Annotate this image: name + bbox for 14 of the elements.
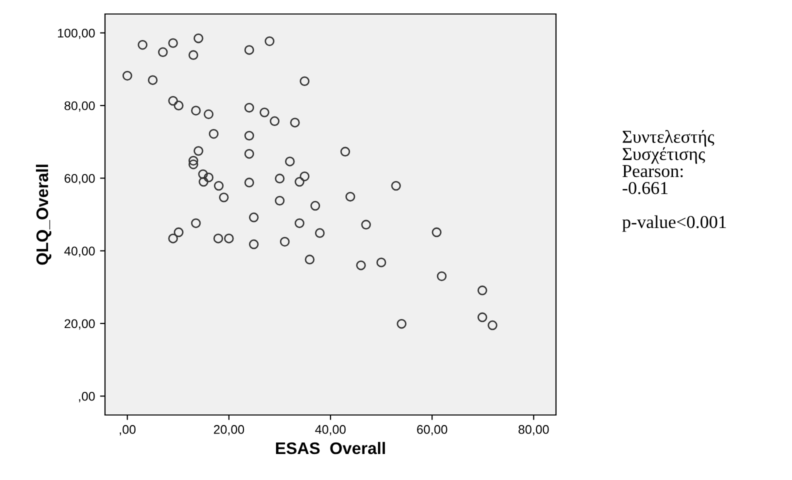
x-tick-label: 20,00: [214, 425, 244, 436]
y-tick-label: 20,00: [64, 319, 95, 330]
y-tick-label: 100,00: [58, 28, 95, 40]
x-tick-label: 60,00: [417, 425, 448, 436]
text: Συντελεστής Συσχέτισης Pearson: -0.661 p-value<0.001: [622, 130, 726, 232]
y-tick-label: 80,00: [64, 101, 95, 112]
x-tick-label: ,00: [120, 425, 136, 436]
x-axis-title: ESAS Overall: [276, 442, 385, 454]
y-tick-label: 60,00: [64, 174, 95, 184]
x-tick-label: 40,00: [315, 425, 346, 436]
y-tick-label: ,00: [79, 392, 95, 402]
x-tick-label: 80,00: [518, 425, 549, 436]
y-axis-title: QLQ_Overall: [36, 164, 52, 265]
y-tick-label: 40,00: [64, 246, 95, 257]
